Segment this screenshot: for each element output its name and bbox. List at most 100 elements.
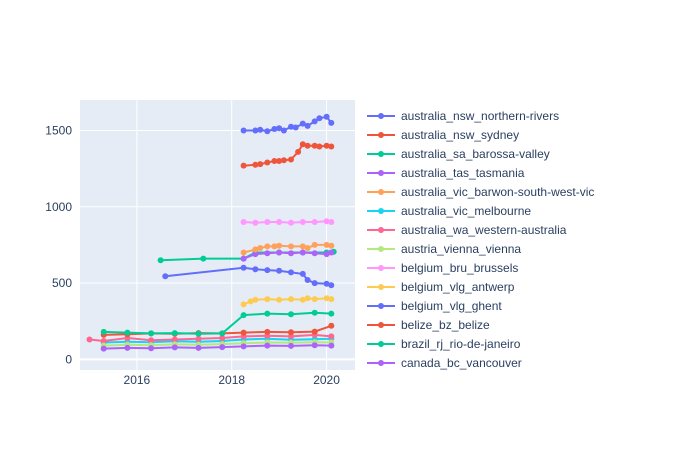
- data-point: [240, 343, 247, 350]
- legend-label: belgium_vlg_ghent: [401, 299, 502, 313]
- data-point: [328, 219, 335, 225]
- data-point: [276, 296, 283, 303]
- data-point: [195, 344, 202, 351]
- data-point: [276, 242, 283, 249]
- legend-item[interactable]: australia_nsw_sydney: [367, 128, 519, 142]
- legend-item[interactable]: belgium_vlg_antwerp: [367, 280, 515, 294]
- legend-item[interactable]: belgium_vlg_ghent: [367, 299, 502, 313]
- data-point: [328, 249, 335, 256]
- legend-item[interactable]: belgium_bru_brussels: [367, 261, 518, 275]
- data-point: [328, 322, 335, 329]
- data-point: [311, 280, 318, 287]
- data-point: [257, 245, 264, 251]
- data-point: [276, 267, 283, 274]
- legend-item[interactable]: brazil_rj_rio-de-janeiro: [367, 337, 521, 351]
- data-point: [252, 219, 259, 226]
- legend-label: australia_sa_barossa-valley: [401, 147, 550, 161]
- data-point: [323, 295, 330, 302]
- data-point: [240, 219, 247, 225]
- data-point: [280, 157, 287, 164]
- series-canada_bc_vancouver: [100, 342, 335, 352]
- x-tick-label: 2018: [218, 373, 245, 387]
- data-point: [200, 255, 207, 262]
- series-australia_nsw_sydney: [240, 141, 335, 169]
- data-point: [288, 219, 294, 226]
- legend-item[interactable]: australia_nsw_northern-rivers: [367, 109, 559, 123]
- data-point: [86, 336, 93, 343]
- data-point: [292, 124, 299, 131]
- data-point: [257, 161, 264, 168]
- series-australia_tas_tasmania: [240, 249, 335, 262]
- data-point: [311, 142, 318, 149]
- data-point: [240, 264, 247, 271]
- data-point: [299, 243, 306, 250]
- legend-swatch-marker: [378, 303, 384, 309]
- series-australia_nsw_northern-rivers: [240, 113, 335, 135]
- data-point: [264, 342, 271, 349]
- data-point: [328, 282, 335, 289]
- legend-item[interactable]: australia_tas_tasmania: [367, 166, 525, 180]
- legend-item[interactable]: belize_bz_belize: [367, 318, 490, 332]
- data-point: [311, 250, 318, 257]
- data-point: [288, 250, 294, 257]
- data-point: [162, 273, 169, 280]
- data-point: [240, 127, 247, 134]
- data-point: [276, 158, 283, 164]
- data-point: [100, 338, 107, 344]
- legend-label: belgium_bru_brussels: [401, 261, 518, 275]
- data-point: [276, 249, 283, 256]
- legend-item[interactable]: austria_vienna_vienna: [367, 242, 521, 256]
- series-brazil_rj_rio-de-janeiro: [100, 309, 335, 337]
- legend-swatch-marker: [378, 113, 384, 119]
- legend-item[interactable]: australia_vic_melbourne: [367, 204, 531, 218]
- data-point: [264, 296, 271, 303]
- data-point: [252, 251, 259, 258]
- data-point: [264, 243, 271, 250]
- data-point: [304, 277, 311, 283]
- data-point: [252, 127, 259, 134]
- data-point: [323, 241, 330, 248]
- data-point: [328, 119, 335, 126]
- data-point: [264, 159, 271, 166]
- legend-label: australia_nsw_sydney: [401, 128, 519, 142]
- legend-swatch-marker: [378, 151, 384, 157]
- x-tick-label: 2020: [313, 373, 340, 387]
- data-point: [316, 115, 323, 122]
- data-point: [304, 122, 311, 129]
- legend-label: australia_vic_melbourne: [401, 204, 531, 218]
- legend-swatch-marker: [378, 284, 384, 290]
- data-point: [311, 241, 318, 248]
- legend-label: belize_bz_belize: [401, 318, 490, 332]
- data-point: [323, 251, 330, 258]
- data-point: [316, 143, 323, 150]
- data-point: [288, 123, 294, 130]
- data-point: [311, 118, 318, 125]
- data-point: [257, 126, 264, 133]
- data-point: [252, 161, 259, 168]
- data-point: [171, 344, 178, 351]
- data-point: [148, 330, 155, 337]
- data-point: [148, 337, 155, 344]
- data-point: [288, 296, 294, 303]
- data-point: [311, 309, 318, 316]
- legend-item[interactable]: australia_wa_western-australia: [367, 223, 567, 237]
- data-point: [288, 243, 294, 250]
- data-point: [276, 219, 283, 225]
- legend[interactable]: australia_nsw_northern-rivers australia_n…: [367, 109, 594, 370]
- data-point: [264, 250, 271, 257]
- data-point: [124, 344, 131, 351]
- data-point: [252, 266, 259, 273]
- y-tick-label: 0: [65, 352, 72, 366]
- data-point: [328, 242, 335, 249]
- legend-item[interactable]: australia_sa_barossa-valley: [367, 147, 550, 161]
- data-point: [311, 296, 318, 303]
- data-point: [288, 333, 294, 340]
- legend-swatch-marker: [378, 265, 384, 271]
- series-australia_vic_barwon-south-west-vic: [240, 241, 335, 256]
- legend-label: canada_bc_vancouver: [401, 356, 522, 370]
- data-point: [271, 158, 278, 164]
- legend-item[interactable]: canada_bc_vancouver: [367, 356, 522, 370]
- legend-item[interactable]: australia_vic_barwon-south-west-vic: [367, 185, 594, 199]
